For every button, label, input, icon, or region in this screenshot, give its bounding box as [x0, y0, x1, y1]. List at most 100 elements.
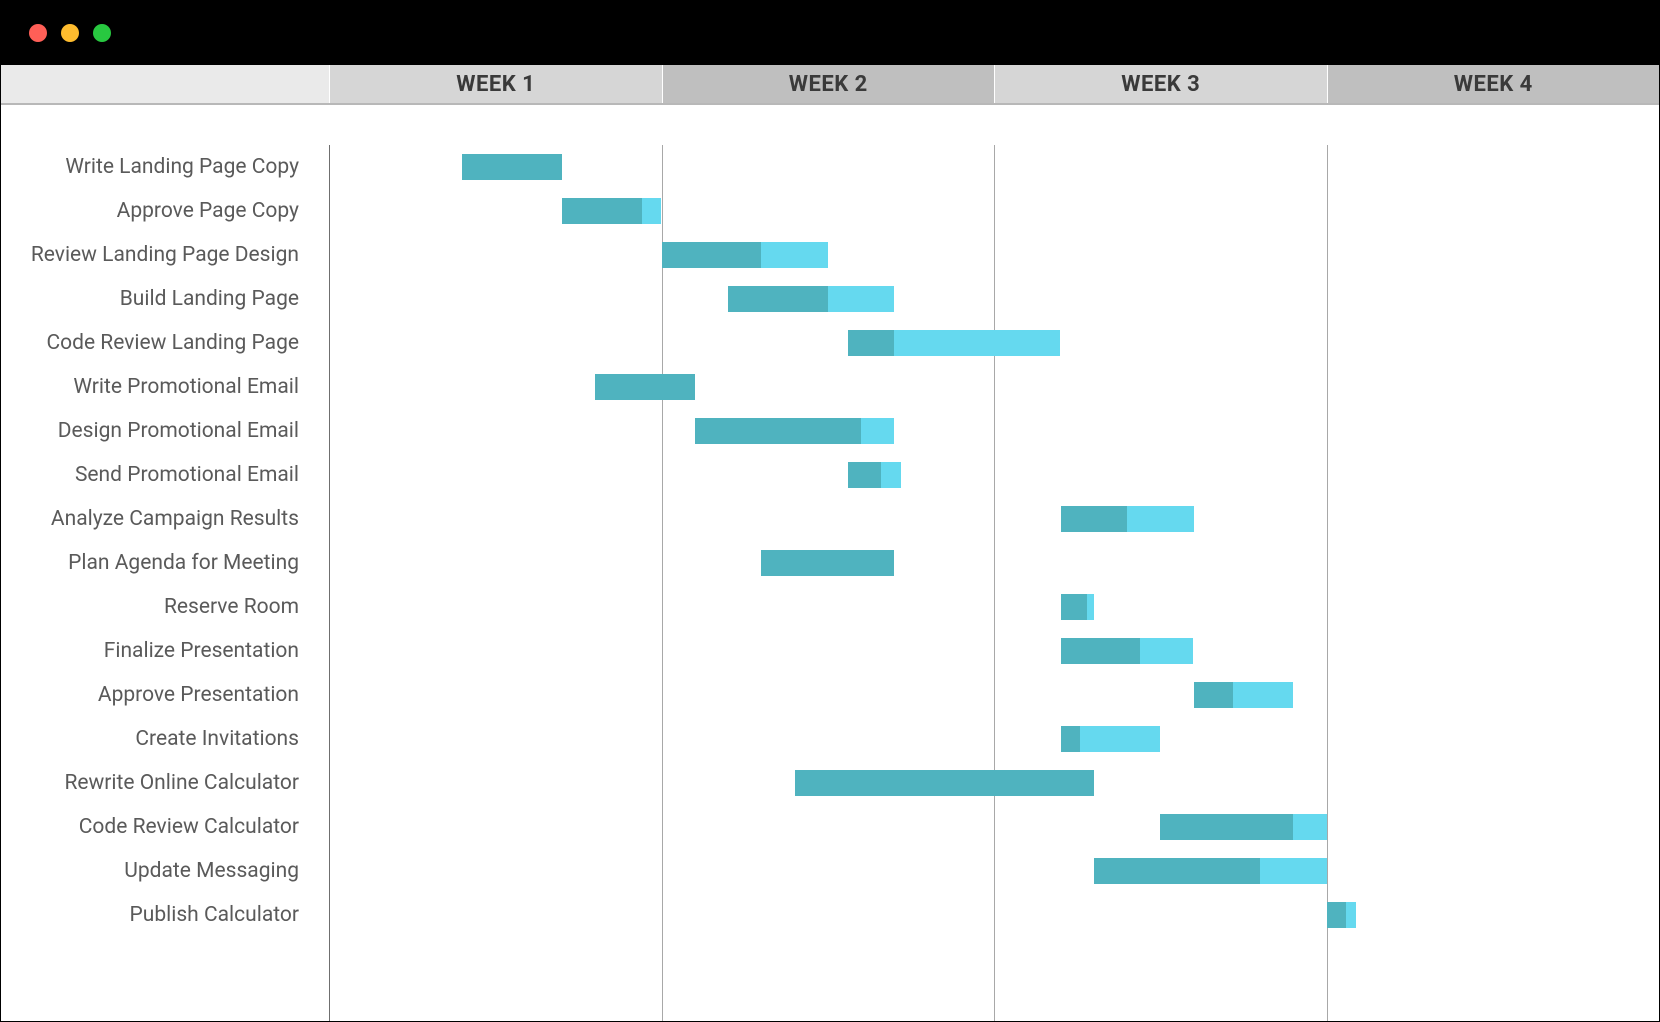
- minimize-icon[interactable]: [61, 24, 79, 42]
- task-bar-segment: [642, 198, 662, 224]
- task-bar[interactable]: [1327, 902, 1357, 928]
- task-label: Code Review Landing Page: [1, 331, 329, 355]
- week-header-cell: WEEK 3: [994, 65, 1327, 103]
- task-bar-track: [329, 189, 1659, 233]
- task-bar[interactable]: [1061, 726, 1161, 752]
- task-bar-segment: [761, 242, 828, 268]
- task-bar-segment: [728, 286, 828, 312]
- task-label: Code Review Calculator: [1, 815, 329, 839]
- zoom-icon[interactable]: [93, 24, 111, 42]
- task-bar-track: [329, 321, 1659, 365]
- task-row: Approve Presentation: [1, 673, 1659, 717]
- task-bar[interactable]: [1160, 814, 1326, 840]
- task-bar-segment: [1346, 902, 1356, 928]
- task-bar-track: [329, 717, 1659, 761]
- task-bar[interactable]: [462, 154, 562, 180]
- close-icon[interactable]: [29, 24, 47, 42]
- task-bar-track: [329, 849, 1659, 893]
- week-header-cells: WEEK 1WEEK 2WEEK 3WEEK 4: [329, 65, 1659, 103]
- task-bar[interactable]: [562, 198, 662, 224]
- task-row: Reserve Room: [1, 585, 1659, 629]
- task-row: Review Landing Page Design: [1, 233, 1659, 277]
- task-row: Design Promotional Email: [1, 409, 1659, 453]
- task-row: Approve Page Copy: [1, 189, 1659, 233]
- task-bar-segment: [1140, 638, 1193, 664]
- task-row: Update Messaging: [1, 849, 1659, 893]
- task-label: Plan Agenda for Meeting: [1, 551, 329, 575]
- task-bar-segment: [881, 462, 901, 488]
- task-bar-segment: [1160, 814, 1293, 840]
- task-bar[interactable]: [728, 286, 894, 312]
- task-bar[interactable]: [848, 462, 901, 488]
- window-titlebar: [1, 1, 1659, 65]
- task-row: Rewrite Online Calculator: [1, 761, 1659, 805]
- task-bar-track: [329, 277, 1659, 321]
- task-bar-segment: [1127, 506, 1194, 532]
- task-row: Write Landing Page Copy: [1, 145, 1659, 189]
- task-label: Reserve Room: [1, 595, 329, 619]
- task-label: Rewrite Online Calculator: [1, 771, 329, 795]
- gantt-rows: Write Landing Page Copy Approve Page Copy…: [1, 145, 1659, 937]
- task-bar-segment: [562, 198, 642, 224]
- task-label: Design Promotional Email: [1, 419, 329, 443]
- week-header-cell: WEEK 4: [1327, 65, 1660, 103]
- task-bar[interactable]: [595, 374, 695, 400]
- task-bar-track: [329, 453, 1659, 497]
- task-bar-segment: [861, 418, 894, 444]
- task-bar-segment: [1233, 682, 1293, 708]
- task-bar-segment: [1061, 726, 1081, 752]
- task-bar[interactable]: [848, 330, 1061, 356]
- task-bar[interactable]: [1061, 594, 1094, 620]
- task-row: Code Review Landing Page: [1, 321, 1659, 365]
- task-bar[interactable]: [662, 242, 828, 268]
- task-bar-segment: [1080, 726, 1160, 752]
- app-window: WEEK 1WEEK 2WEEK 3WEEK 4 Write Landing P…: [0, 0, 1660, 1022]
- task-bar-track: [329, 893, 1659, 937]
- task-label: Write Landing Page Copy: [1, 155, 329, 179]
- task-bar-segment: [1061, 638, 1141, 664]
- header-label-spacer: [1, 65, 329, 103]
- task-bar-segment: [848, 462, 881, 488]
- task-bar-segment: [1087, 594, 1094, 620]
- task-bar-segment: [662, 242, 762, 268]
- task-bar[interactable]: [795, 770, 1094, 796]
- task-bar-segment: [1293, 814, 1326, 840]
- task-label: Build Landing Page: [1, 287, 329, 311]
- task-label: Write Promotional Email: [1, 375, 329, 399]
- week-header-cell: WEEK 2: [662, 65, 995, 103]
- week-header-cell: WEEK 1: [329, 65, 662, 103]
- task-bar-track: [329, 233, 1659, 277]
- task-bar-track: [329, 145, 1659, 189]
- task-bar-track: [329, 629, 1659, 673]
- task-row: Create Invitations: [1, 717, 1659, 761]
- task-bar-segment: [1094, 858, 1260, 884]
- task-label: Finalize Presentation: [1, 639, 329, 663]
- task-row: Code Review Calculator: [1, 805, 1659, 849]
- task-bar-track: [329, 497, 1659, 541]
- task-bar-segment: [1260, 858, 1327, 884]
- task-bar[interactable]: [1061, 506, 1194, 532]
- task-label: Send Promotional Email: [1, 463, 329, 487]
- task-row: Analyze Campaign Results: [1, 497, 1659, 541]
- task-bar-track: [329, 541, 1659, 585]
- task-label: Analyze Campaign Results: [1, 507, 329, 531]
- task-bar[interactable]: [1194, 682, 1294, 708]
- week-header: WEEK 1WEEK 2WEEK 3WEEK 4: [1, 65, 1659, 105]
- task-bar[interactable]: [1094, 858, 1327, 884]
- task-label: Review Landing Page Design: [1, 243, 329, 267]
- task-bar-segment: [1327, 902, 1347, 928]
- task-row: Publish Calculator: [1, 893, 1659, 937]
- task-bar-track: [329, 673, 1659, 717]
- task-bar-segment: [894, 330, 1060, 356]
- task-bar-segment: [462, 154, 562, 180]
- task-bar-track: [329, 761, 1659, 805]
- task-bar-segment: [828, 286, 895, 312]
- task-bar[interactable]: [1061, 638, 1194, 664]
- task-bar-track: [329, 409, 1659, 453]
- task-bar[interactable]: [761, 550, 894, 576]
- task-bar[interactable]: [695, 418, 895, 444]
- task-bar-segment: [1194, 682, 1234, 708]
- task-bar-segment: [595, 374, 695, 400]
- task-label: Publish Calculator: [1, 903, 329, 927]
- task-row: Build Landing Page: [1, 277, 1659, 321]
